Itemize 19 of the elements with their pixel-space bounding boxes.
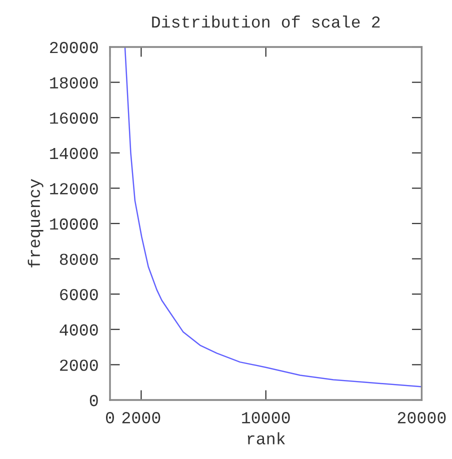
y-tick-label: 20000	[50, 42, 98, 54]
y-tick-label: 0	[90, 394, 98, 406]
x-tick-label: 20000	[398, 412, 446, 424]
x-axis-title: rank	[248, 432, 286, 444]
y-tick-label: 14000	[50, 148, 98, 160]
y-tick-label: 2000	[60, 360, 98, 371]
y-tick-label: 16000	[50, 112, 98, 124]
y-axis-title: frequency	[28, 179, 44, 268]
x-tick-label: 10000	[242, 412, 290, 424]
x-tick-label: 0	[106, 412, 114, 424]
x-tick-label: 2000	[122, 412, 160, 424]
y-tick-label: 10000	[50, 218, 98, 230]
y-tick-label: 8000	[60, 254, 98, 266]
line-series	[124, 47, 422, 388]
y-tick-label: 12000	[50, 183, 98, 194]
y-tick-label: 18000	[50, 77, 98, 89]
y-tick-label: 6000	[60, 288, 98, 300]
chart-title: Distribution of scale 2	[152, 15, 380, 28]
y-tick-label: 4000	[60, 324, 98, 336]
